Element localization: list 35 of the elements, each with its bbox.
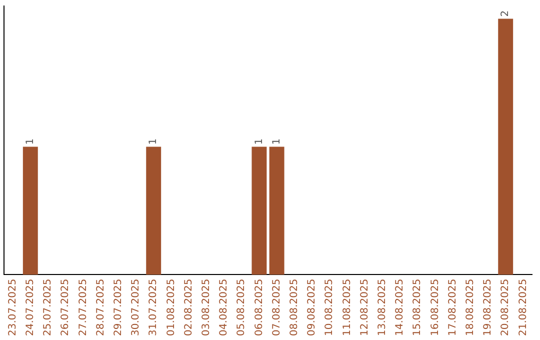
x-tick-label: 21.08.2025 [518, 278, 529, 336]
x-tick-label: 07.08.2025 [271, 278, 282, 336]
x-tick-label: 30.07.2025 [130, 278, 142, 336]
x-tick-label: 23.07.2025 [7, 278, 18, 336]
x-tick-label: 25.07.2025 [42, 278, 54, 336]
x-tick-label: 03.08.2025 [200, 278, 212, 336]
x-tick-label: 17.08.2025 [447, 278, 458, 336]
x-tick-label: 20.08.2025 [500, 278, 512, 336]
x-tick-label: 08.08.2025 [288, 278, 300, 336]
data-label: 1 [271, 138, 282, 145]
x-tick-label: 28.07.2025 [95, 278, 106, 336]
data-label: 1 [254, 138, 265, 145]
data-label: 1 [148, 138, 160, 145]
x-tick-label: 09.08.2025 [306, 278, 318, 336]
x-tick-label: 04.08.2025 [218, 278, 230, 336]
x-tick-label: 06.08.2025 [254, 278, 265, 336]
x-tick-label: 24.07.2025 [24, 278, 36, 336]
x-tick-label: 26.07.2025 [60, 278, 72, 336]
x-tick-label: 11.08.2025 [342, 278, 353, 336]
x-tick-label: 13.08.2025 [376, 278, 388, 336]
x-tick-label: 15.08.2025 [412, 278, 424, 336]
x-tick-label: 10.08.2025 [324, 278, 336, 336]
x-tick-label: 31.07.2025 [148, 278, 160, 336]
x-tick-label: 12.08.2025 [359, 278, 370, 336]
x-tick-label: 29.07.2025 [112, 278, 124, 336]
x-tick-label: 16.08.2025 [430, 278, 441, 336]
data-label: 1 [24, 138, 36, 145]
x-tick-label: 02.08.2025 [183, 278, 194, 336]
x-tick-label: 27.07.2025 [78, 278, 89, 336]
x-tick-label: 01.08.2025 [166, 278, 177, 336]
x-tick-label: 19.08.2025 [482, 278, 494, 336]
data-label: 2 [500, 10, 512, 17]
x-tick-label: 18.08.2025 [464, 278, 476, 336]
x-tick-label: 05.08.2025 [236, 278, 248, 336]
x-tick-label: 14.08.2025 [394, 278, 406, 336]
